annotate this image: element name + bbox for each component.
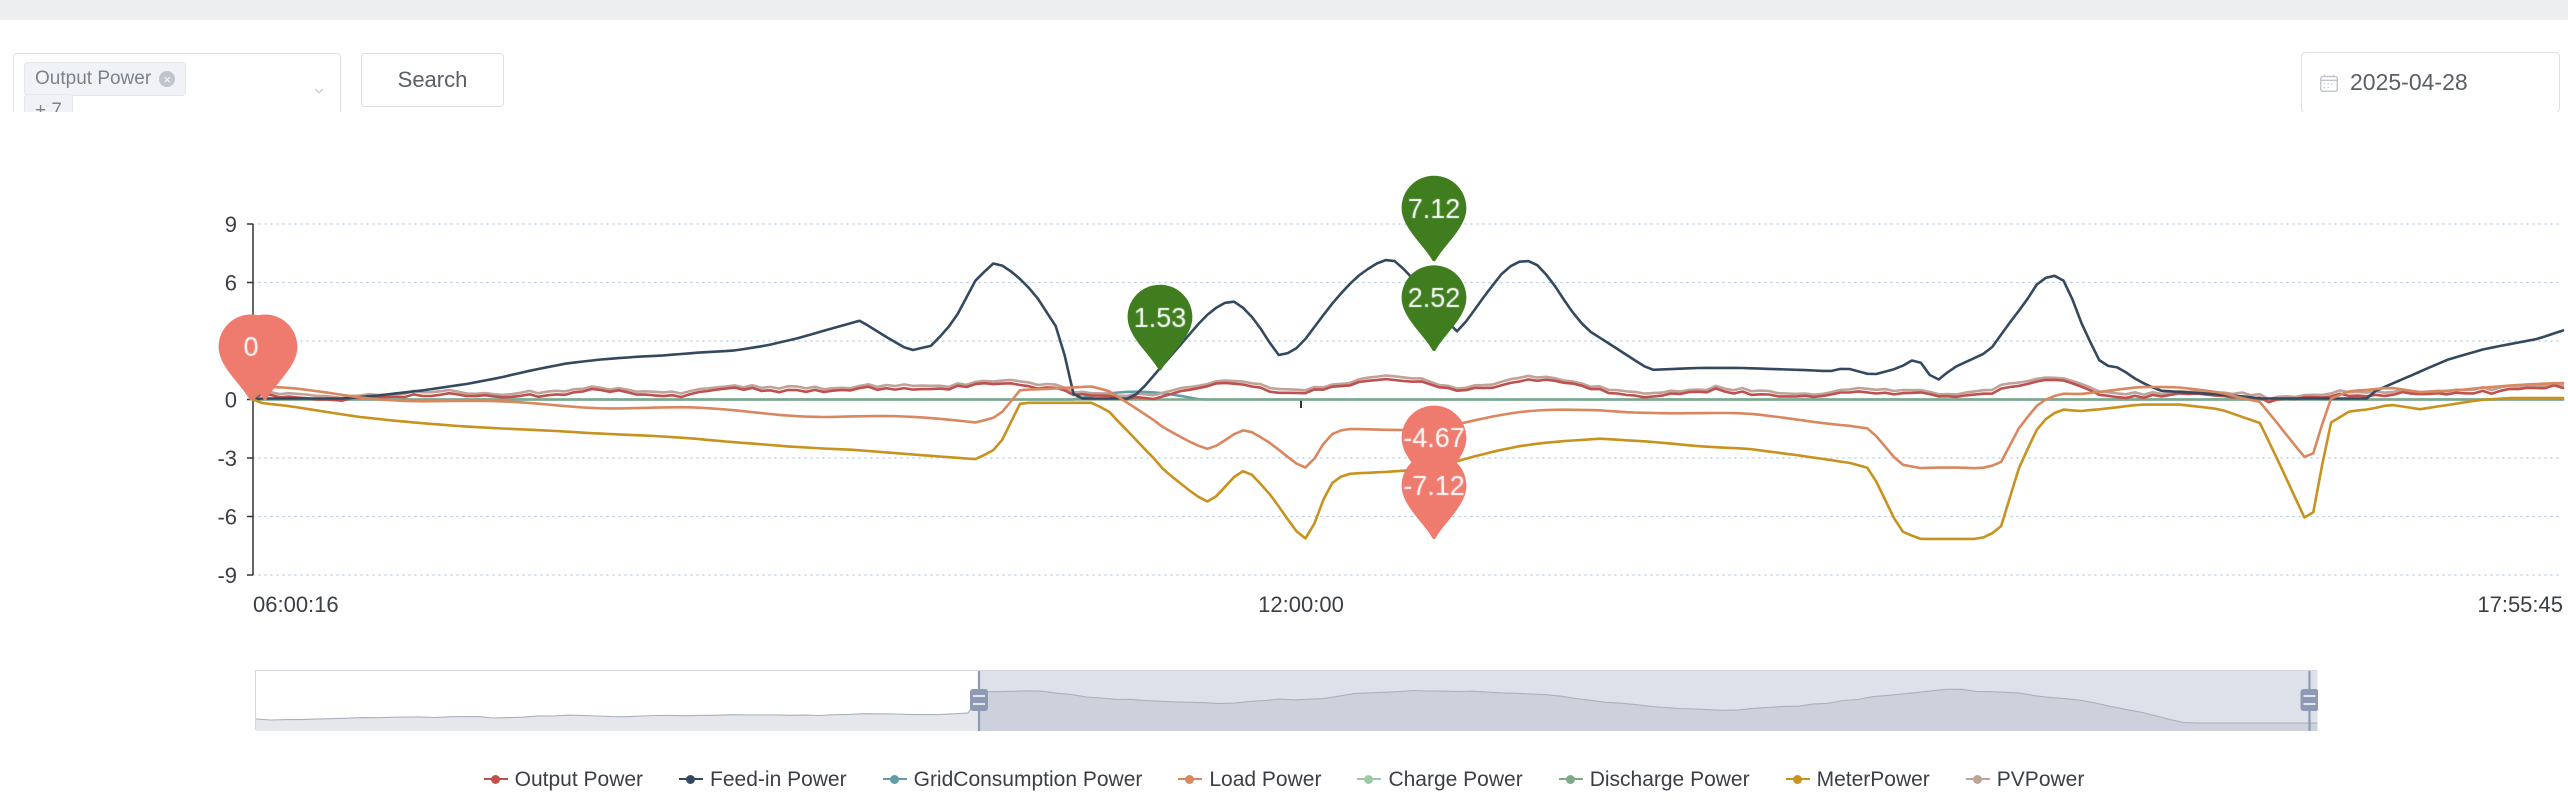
svg-text:9: 9 <box>225 212 237 237</box>
svg-text:-3: -3 <box>217 446 237 471</box>
svg-text:06:00:16: 06:00:16 <box>253 592 339 617</box>
svg-text:-9: -9 <box>217 563 237 588</box>
svg-text:17:55:45: 17:55:45 <box>2477 592 2563 617</box>
svg-text:12:00:00: 12:00:00 <box>1258 592 1344 617</box>
svg-text:-6: -6 <box>217 505 237 530</box>
svg-text:0: 0 <box>225 388 237 413</box>
svg-text:6: 6 <box>225 271 237 296</box>
